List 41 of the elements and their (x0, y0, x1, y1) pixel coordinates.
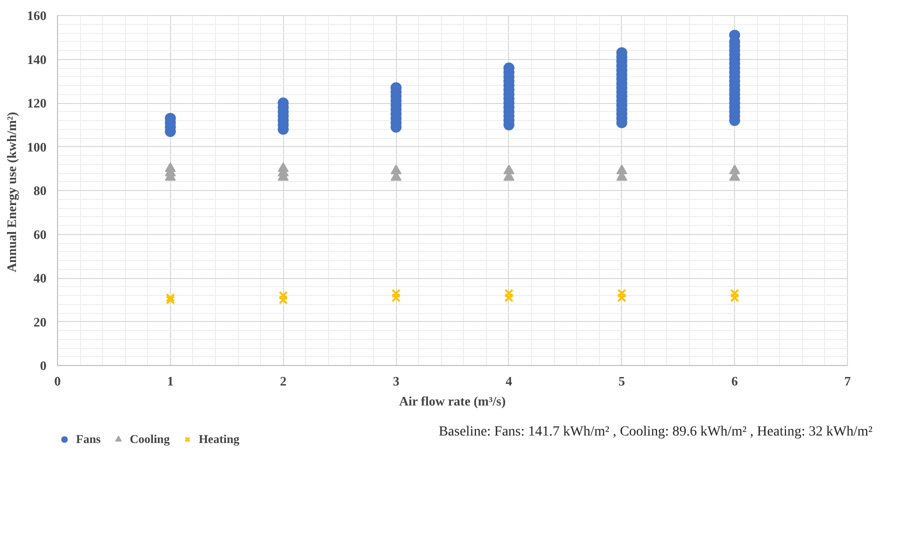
x-tick-label: 2 (280, 374, 286, 388)
point (729, 164, 740, 174)
y-tick-label: 140 (27, 52, 46, 67)
x-tick-label: 6 (731, 374, 738, 388)
point (617, 293, 626, 302)
y-axis-title: Annual Energy use (kwh/m²) (4, 112, 19, 272)
point (278, 290, 288, 300)
point (278, 162, 289, 172)
point (390, 164, 402, 174)
point (278, 295, 288, 304)
point (166, 293, 175, 302)
legend-label: Fans (76, 432, 101, 446)
point (730, 288, 740, 298)
x-tick-label: 5 (618, 374, 626, 388)
point (616, 164, 628, 174)
y-tick-label: 40 (34, 270, 46, 286)
point (504, 293, 514, 302)
x-tick-label: 7 (844, 374, 852, 388)
y-tick-label: 60 (34, 226, 46, 242)
text: Baseline: Fans: 141.7 kWh/m² , Cooling: 89.6 kWh/m² , Heating: 32 kWh/m² (438, 424, 872, 440)
x-tick-label: 0 (54, 374, 61, 388)
y-tick-label: 100 (27, 139, 46, 154)
point (504, 288, 514, 298)
point (392, 288, 401, 298)
point (503, 164, 514, 174)
point (617, 288, 626, 298)
point (392, 293, 401, 302)
x-tick-label: 3 (392, 374, 400, 388)
x-axis-title: Air flow rate (m³/s) (399, 394, 506, 408)
x-tick-label: 1 (167, 374, 174, 388)
point (164, 162, 176, 172)
x-tick-label: 4 (506, 374, 513, 388)
y-tick-label: 160 (27, 8, 46, 23)
y-tick-label: 20 (34, 314, 46, 330)
legend-label: Heating (198, 432, 240, 446)
y-tick-label: 80 (34, 183, 46, 198)
y-tick-label: 0 (40, 358, 46, 373)
point (166, 295, 175, 304)
point (730, 293, 740, 302)
legend-label: Cooling (130, 432, 170, 446)
y-tick-label: 120 (27, 96, 46, 110)
